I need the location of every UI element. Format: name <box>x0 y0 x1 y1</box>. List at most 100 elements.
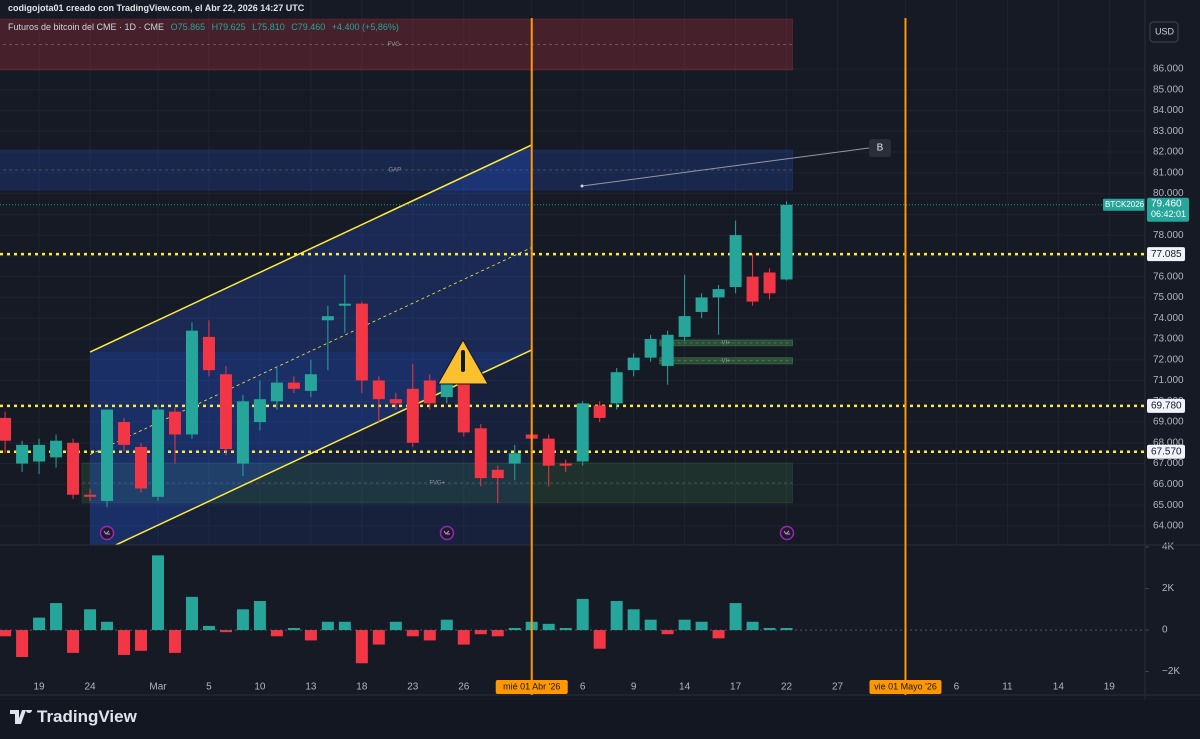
candle-body <box>372 380 385 400</box>
candle-body <box>610 372 623 404</box>
candle-body <box>118 422 131 445</box>
volume-bar <box>389 621 402 631</box>
candle-body <box>661 334 674 366</box>
header: codigojota01 creado con TradingView.com,… <box>8 3 403 32</box>
x-tick-label: 10 <box>254 682 266 693</box>
candle-body <box>135 446 148 489</box>
x-tick-label: 11 <box>1002 682 1013 693</box>
y-tick-label: 74.000 <box>1153 313 1184 324</box>
volume-bar <box>50 603 63 631</box>
candle-body <box>542 438 555 466</box>
volume-bar <box>270 630 283 637</box>
event-icon-arrow <box>443 530 450 535</box>
event-icon-arrow <box>103 530 110 535</box>
annotation-box <box>869 139 891 157</box>
volume-bar <box>202 625 215 631</box>
candle-body <box>746 276 759 302</box>
candle-body <box>712 289 725 298</box>
y-tick-label: 0 <box>1162 625 1168 636</box>
volume-bar <box>627 609 640 631</box>
x-tick-label: 19 <box>1104 682 1116 693</box>
volume-bar <box>491 630 504 637</box>
x-tick-label: 18 <box>356 682 368 693</box>
author-line: codigojota01 creado con TradingView.com,… <box>8 3 305 13</box>
volume-bar <box>0 630 12 637</box>
volume-bar <box>559 627 572 631</box>
volume-bar <box>593 630 606 649</box>
x-tick-label: 9 <box>631 682 637 693</box>
volume-bar <box>746 621 759 631</box>
volume-bar <box>542 623 555 631</box>
candle-body <box>84 494 97 497</box>
candle-body <box>695 297 708 312</box>
candle-body <box>253 399 266 423</box>
candle-body <box>168 411 181 435</box>
y-tick-label: 80.000 <box>1153 188 1184 199</box>
volume-bar <box>576 598 589 631</box>
chart: 64.00065.00066.00067.00068.00069.00070.0… <box>0 0 1200 700</box>
candle-body <box>763 272 776 294</box>
volume-bar <box>780 627 793 631</box>
zone-label: VI+ <box>721 340 731 346</box>
candle-body <box>355 303 368 381</box>
volume-bar <box>423 630 436 641</box>
brand-name: TradingView <box>37 707 137 726</box>
price-box <box>1147 197 1189 222</box>
y-tick-label: 86.000 <box>1153 64 1184 75</box>
candle-body <box>389 399 402 404</box>
date-marker-box <box>495 680 568 694</box>
volume-bar <box>118 630 131 655</box>
candle-body <box>508 453 521 464</box>
volume-bar <box>678 619 691 631</box>
volume-bar <box>661 630 674 635</box>
y-tick-label: 81.000 <box>1153 167 1184 178</box>
volume-bar <box>644 619 657 631</box>
candle-body <box>202 336 215 371</box>
x-tick-label: 6 <box>580 682 586 693</box>
candle-body <box>304 374 317 391</box>
y-tick-label: 2K <box>1162 583 1175 594</box>
annotation-line <box>581 147 870 187</box>
volume-bar <box>508 627 521 631</box>
candle-body <box>627 357 640 371</box>
volume-bar <box>474 630 487 635</box>
y-tick-label: −2K <box>1162 666 1180 677</box>
candle-body <box>287 382 300 389</box>
volume-bar <box>101 621 114 631</box>
volume-bar <box>712 630 725 639</box>
volume-bar <box>355 630 368 664</box>
zone-label: GAP <box>388 168 401 174</box>
candle-body <box>780 204 793 280</box>
volume-bar <box>168 630 181 653</box>
level-label-box <box>1147 444 1185 459</box>
y-tick-label: 64.000 <box>1153 521 1184 532</box>
volume-bar <box>185 596 198 631</box>
candle-body <box>576 403 589 462</box>
candle-body <box>101 409 114 501</box>
x-tick-label: 19 <box>34 682 46 693</box>
candle-body <box>678 316 691 337</box>
y-tick-label: 76.000 <box>1153 271 1184 282</box>
x-tick-label: 14 <box>679 682 691 693</box>
warning-mark <box>461 350 465 372</box>
change: +4.400 (+5,86%) <box>331 22 399 32</box>
volume-bar <box>763 627 776 631</box>
volume-bar <box>338 621 351 631</box>
candle-body <box>423 380 436 404</box>
x-tick-label: 23 <box>407 682 419 693</box>
ohlc: H79.625 <box>211 22 246 32</box>
title-line: Futuros de bitcoin del CME · 1D · CME O7… <box>8 22 403 32</box>
candle-body <box>406 388 419 443</box>
y-tick-label: 75.000 <box>1153 292 1184 303</box>
volume-bar <box>287 627 300 631</box>
branding: TradingView <box>10 707 137 727</box>
volume-bar <box>457 630 470 645</box>
candle-body <box>219 374 232 450</box>
level-label: 69.780 <box>1151 400 1182 411</box>
candle-body <box>270 382 283 402</box>
candle-body <box>50 440 63 458</box>
currency: USD <box>1155 26 1175 36</box>
title: Futuros de bitcoin del CME · 1D · CME <box>8 22 165 32</box>
level-label: 67.570 <box>1151 446 1182 457</box>
